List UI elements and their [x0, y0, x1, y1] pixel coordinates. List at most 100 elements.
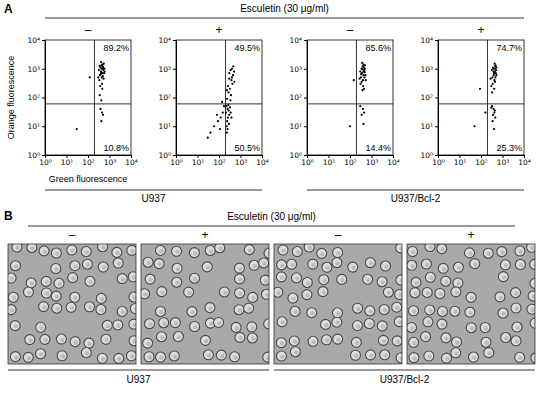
- tick-mark: [42, 155, 45, 156]
- cell-core: [396, 340, 400, 344]
- tick-mark: [173, 69, 176, 70]
- cell: [407, 260, 417, 270]
- cell: [81, 348, 91, 358]
- cell-core: [175, 250, 179, 254]
- cell: [264, 248, 269, 258]
- event-dot: [99, 94, 101, 96]
- event-dot: [104, 70, 106, 72]
- cell-core: [133, 339, 136, 343]
- cell: [235, 288, 245, 298]
- tick-label: 10⁰: [27, 151, 40, 160]
- cell-core: [530, 246, 534, 250]
- cell: [70, 337, 80, 347]
- event-dot: [230, 79, 232, 81]
- event-dot: [100, 61, 102, 63]
- cell-core: [290, 263, 294, 267]
- tick: 10⁴: [518, 155, 531, 167]
- cell-core: [102, 266, 106, 270]
- cell-core: [176, 267, 180, 271]
- event-dot: [227, 85, 229, 87]
- cell-core: [410, 264, 414, 268]
- cell-core: [74, 340, 78, 344]
- cell-core: [45, 292, 49, 296]
- cell: [377, 277, 387, 287]
- event-dot: [484, 111, 486, 113]
- quadrant-labels: 85.6%14.4%: [364, 43, 392, 153]
- cell: [23, 287, 33, 297]
- cell-core: [504, 263, 508, 267]
- cell-core: [280, 263, 284, 267]
- cell-core: [265, 293, 269, 297]
- cell: [452, 337, 462, 347]
- treatment-label: +: [201, 228, 208, 242]
- gate-vertical: [225, 40, 226, 155]
- cell: [235, 274, 245, 284]
- tick-mark: [304, 98, 307, 99]
- cell: [276, 351, 286, 361]
- event-dot: [493, 74, 495, 76]
- cell-core: [235, 326, 239, 330]
- cell: [421, 332, 431, 342]
- event-dot: [494, 81, 496, 83]
- cell: [143, 257, 153, 267]
- micrograph-background: [141, 244, 269, 364]
- x-axis: 10⁰10¹10²10³10⁴: [432, 155, 531, 167]
- cell: [423, 317, 433, 327]
- cell-core: [425, 263, 429, 267]
- cell: [437, 319, 447, 329]
- cell: [144, 352, 154, 362]
- cell: [235, 332, 245, 342]
- tick-label: 10⁴: [125, 158, 138, 167]
- cell-core: [411, 250, 415, 254]
- cell-core: [276, 291, 280, 295]
- cell-core: [220, 354, 224, 358]
- event-dot: [494, 116, 496, 118]
- gate-horizontal: [176, 103, 262, 104]
- cell: [350, 350, 360, 360]
- event-dot: [213, 125, 215, 127]
- panel-title: –: [85, 23, 92, 37]
- label-patch: [495, 43, 523, 53]
- cell-core: [101, 357, 105, 361]
- cell: [98, 244, 108, 252]
- cell: [141, 289, 150, 299]
- cell: [52, 303, 62, 313]
- cell: [202, 262, 212, 272]
- event-dot: [101, 111, 103, 113]
- cell: [274, 287, 283, 297]
- cell-core: [160, 290, 164, 294]
- event-dot: [492, 68, 494, 70]
- cell: [307, 308, 317, 318]
- cell: [292, 247, 302, 257]
- cell: [483, 248, 493, 258]
- tick-mark: [42, 40, 45, 41]
- tick-label: 10⁴: [289, 36, 302, 45]
- header-rule: [28, 226, 515, 227]
- cell: [425, 244, 435, 252]
- cell-core: [238, 292, 242, 296]
- cell: [27, 244, 37, 252]
- tick: 10⁰: [432, 155, 445, 167]
- cell-core: [356, 324, 360, 328]
- cell: [319, 275, 329, 285]
- cell: [247, 322, 257, 332]
- cell: [383, 287, 393, 297]
- cell-core: [412, 341, 416, 345]
- cell: [145, 274, 155, 284]
- cell: [172, 277, 182, 287]
- cell-core: [55, 295, 59, 299]
- event-dot: [99, 65, 101, 67]
- cell-core: [398, 320, 402, 324]
- cell-core: [306, 281, 310, 285]
- cell-core: [74, 264, 78, 268]
- cell: [530, 278, 535, 288]
- tick: 10²: [420, 93, 438, 102]
- axis-line: [42, 41, 46, 156]
- cell-core: [428, 309, 432, 313]
- cell: [395, 290, 402, 300]
- cell-core: [251, 337, 255, 341]
- cell-core: [398, 293, 402, 297]
- cell: [68, 273, 78, 283]
- plot-data: [45, 40, 131, 155]
- plot-data: [438, 40, 524, 155]
